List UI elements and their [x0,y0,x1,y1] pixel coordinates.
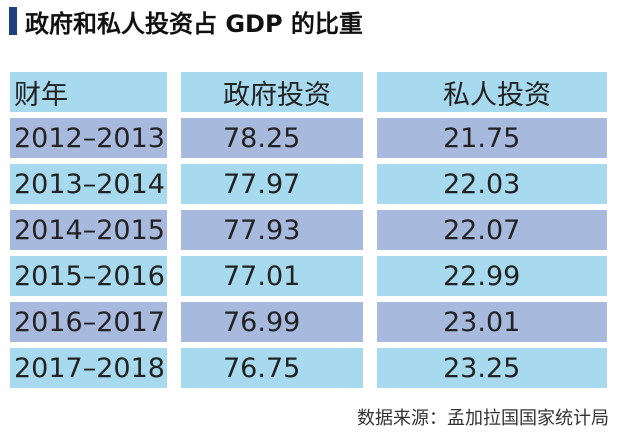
table-cell-fiscal-year: 2015–2016 [10,256,167,296]
chart-title-block: 政府和私人投资占 GDP 的比重 [9,6,363,38]
table-row: 2017–2018 76.75 23.25 [10,348,607,388]
header-cell-private-investment: 私人投资 [377,72,607,112]
table-row: 2012–2013 78.25 21.75 [10,118,607,158]
source-note: 数据来源：孟加拉国国家统计局 [357,408,609,429]
table-cell-government-investment: 77.01 [181,256,363,296]
table-cell-private-investment: 22.07 [377,210,607,250]
table-cell-fiscal-year: 2017–2018 [10,348,167,388]
table-row: 2014–2015 77.93 22.07 [10,210,607,250]
header-cell-fiscal-year: 财年 [10,72,167,112]
header-cell-government-investment: 政府投资 [181,72,363,112]
table-cell-government-investment: 78.25 [181,118,363,158]
table-cell-fiscal-year: 2013–2014 [10,164,167,204]
table-cell-fiscal-year: 2012–2013 [10,118,167,158]
table-cell-government-investment: 77.93 [181,210,363,250]
table-cell-private-investment: 21.75 [377,118,607,158]
table-cell-government-investment: 77.97 [181,164,363,204]
table-cell-private-investment: 23.25 [377,348,607,388]
table-cell-private-investment: 23.01 [377,302,607,342]
table-cell-government-investment: 76.99 [181,302,363,342]
data-table: 财年 政府投资 私人投资 2012–2013 78.25 21.75 2013–… [10,72,607,394]
table-row: 2015–2016 77.01 22.99 [10,256,607,296]
table-cell-private-investment: 22.03 [377,164,607,204]
table-cell-private-investment: 22.99 [377,256,607,296]
header-row: 财年 政府投资 私人投资 [10,72,607,112]
chart-title: 政府和私人投资占 GDP 的比重 [25,9,363,38]
table-row: 2016–2017 76.99 23.01 [10,302,607,342]
table-cell-fiscal-year: 2014–2015 [10,210,167,250]
table-cell-government-investment: 76.75 [181,348,363,388]
title-accent-bar [9,7,17,35]
table-cell-fiscal-year: 2016–2017 [10,302,167,342]
table-row: 2013–2014 77.97 22.03 [10,164,607,204]
